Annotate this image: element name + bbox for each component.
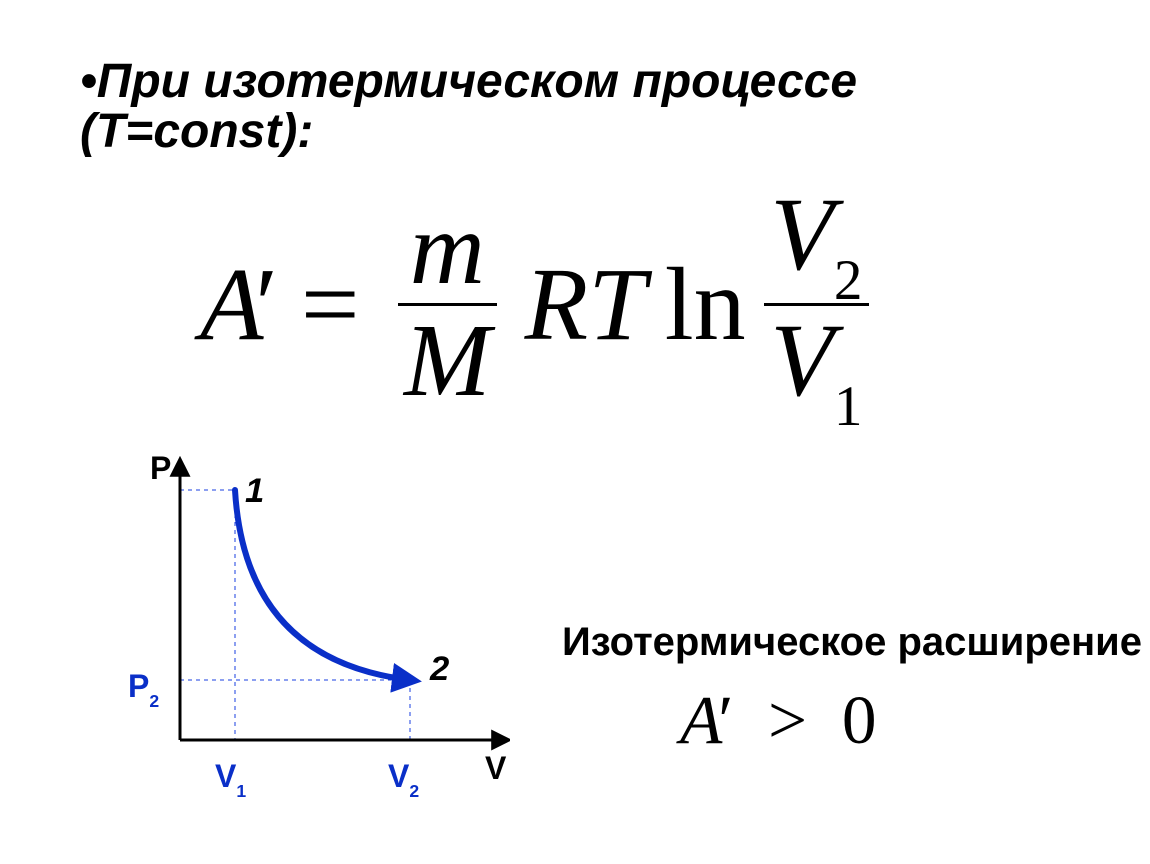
- label-P2: P2: [128, 668, 159, 709]
- ineq-rhs: 0: [842, 681, 877, 758]
- label-P2-main: P: [128, 668, 149, 704]
- label-point-2: 2: [430, 650, 449, 689]
- formula-V2: V2: [770, 180, 862, 303]
- slide: •При изотермическом процессе (T=const): …: [0, 0, 1150, 864]
- isotherm-curve: [235, 490, 410, 680]
- title-line-1: •При изотермическом процессе: [80, 54, 857, 109]
- label-V2: V2: [388, 758, 419, 799]
- formula-V1-V: V: [770, 303, 834, 418]
- formula-frac-mM: m M: [398, 194, 497, 415]
- pv-plot-svg: [130, 450, 510, 790]
- label-P: P: [150, 450, 171, 487]
- label-P2-sub: 2: [149, 691, 159, 711]
- inequality: A′ > 0: [680, 680, 877, 760]
- formula-V1: V1: [764, 303, 868, 429]
- formula-V2-sub: 2: [834, 249, 863, 312]
- expansion-caption: Изотермическое расширение: [562, 620, 1142, 665]
- pv-plot: P V P2 V1 V2 1 2: [130, 450, 510, 790]
- formula-V2-V: V: [770, 177, 834, 292]
- label-V2-main: V: [388, 758, 409, 794]
- label-V1: V1: [215, 758, 246, 799]
- ineq-prime: ′: [718, 681, 733, 758]
- formula-V1-sub: 1: [834, 375, 863, 438]
- formula-M: M: [398, 303, 497, 415]
- title-line-2: (T=const):: [80, 104, 313, 159]
- label-V2-sub: 2: [409, 781, 419, 801]
- formula-A: A: [200, 245, 264, 364]
- label-V1-main: V: [215, 758, 236, 794]
- label-V1-sub: 1: [236, 781, 246, 801]
- ineq-op: >: [768, 681, 807, 758]
- formula-m: m: [410, 194, 485, 303]
- ineq-A: A: [680, 681, 722, 758]
- formula-frac-V2V1: V2 V1: [764, 180, 868, 429]
- formula-eq: =: [301, 245, 360, 364]
- label-point-1: 1: [245, 472, 264, 511]
- formula-prime: ′: [255, 245, 278, 364]
- formula-RT: RT: [525, 245, 646, 364]
- formula-ln: ln: [665, 245, 746, 364]
- main-formula: A ′ = m M RT ln V2 V1: [200, 180, 869, 429]
- label-V: V: [485, 750, 506, 787]
